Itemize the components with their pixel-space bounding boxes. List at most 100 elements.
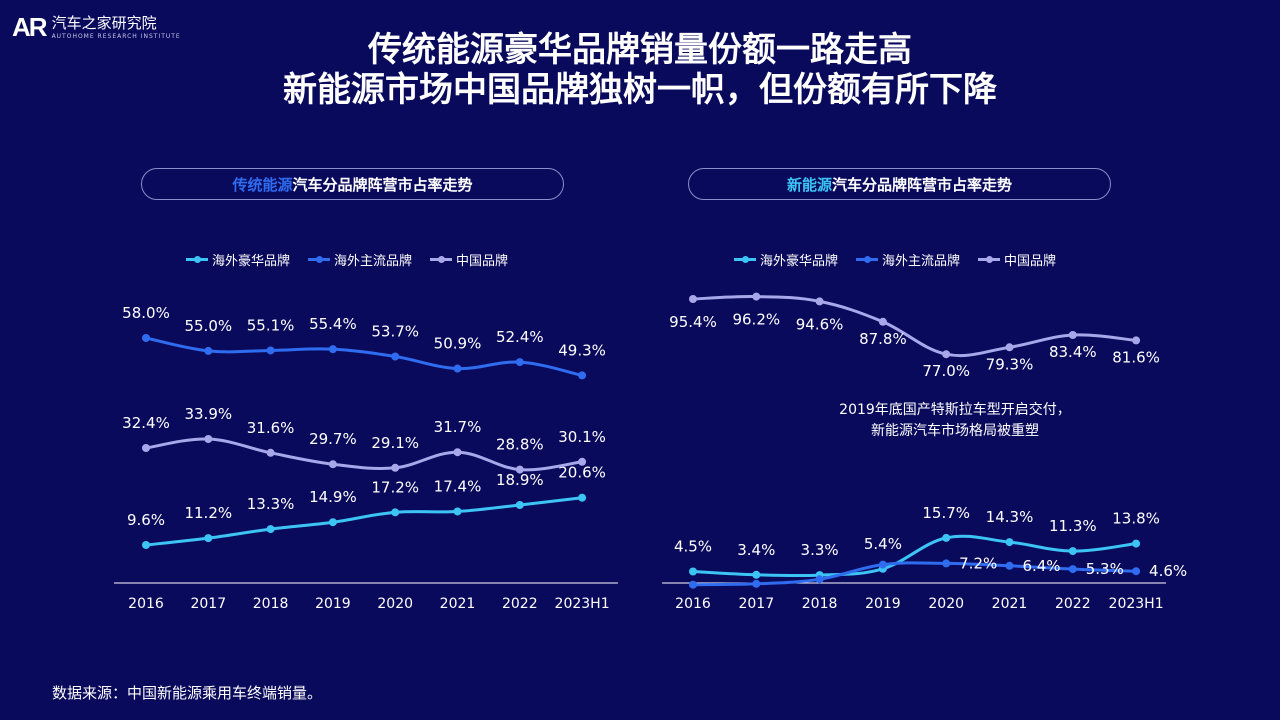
- data-label: 33.9%: [184, 405, 232, 423]
- data-label: 13.3%: [247, 495, 295, 513]
- data-point: [1068, 331, 1077, 339]
- data-point: [689, 295, 697, 303]
- x-tick-label: 2021: [992, 596, 1028, 612]
- data-label: 81.6%: [1112, 348, 1160, 366]
- chart-title-rest: 汽车分品牌阵营市占率走势: [832, 175, 1013, 194]
- x-tick-label: 2018: [253, 596, 289, 612]
- data-label: 28.8%: [496, 436, 544, 454]
- chart-title-highlight: 传统能源: [232, 175, 293, 194]
- data-label: 5.3%: [1086, 560, 1124, 578]
- legend-swatch: [856, 256, 879, 263]
- logo-name: 汽车之家研究院: [51, 13, 157, 32]
- series-line: [692, 295, 1137, 358]
- data-point: [204, 346, 213, 355]
- data-point: [878, 560, 887, 569]
- data-label: 77.0%: [922, 362, 970, 380]
- data-point: [142, 444, 150, 452]
- legend-item-chinese: 中国品牌: [430, 250, 508, 269]
- data-point: [142, 334, 150, 342]
- data-label: 94.6%: [796, 315, 844, 333]
- chart-title-traditional: 传统能源 汽车分品牌阵营市占率走势: [141, 168, 564, 200]
- legend-item-chinese: 中国品牌: [978, 250, 1056, 269]
- data-label: 31.7%: [434, 418, 482, 436]
- legend-label: 海外豪华品牌: [212, 254, 291, 269]
- data-point: [578, 493, 587, 502]
- data-label: 14.9%: [309, 488, 357, 506]
- data-label: 79.3%: [986, 355, 1034, 373]
- x-tick-label: 2023H1: [1109, 596, 1164, 612]
- data-label: 3.3%: [801, 541, 839, 559]
- data-label: 96.2%: [732, 311, 780, 329]
- annotation-line1: 2019年底国产特斯拉车型开启交付，: [839, 402, 1071, 418]
- data-label: 14.3%: [986, 508, 1034, 526]
- series-line: [145, 496, 583, 547]
- data-point: [752, 579, 761, 588]
- data-point: [266, 448, 275, 457]
- data-point: [515, 358, 524, 367]
- data-label: 4.5%: [674, 538, 712, 556]
- data-point: [942, 350, 951, 359]
- data-point: [942, 533, 951, 542]
- legend-swatch: [186, 256, 208, 263]
- data-point: [878, 317, 887, 326]
- data-label: 5.4%: [864, 535, 902, 553]
- data-label: 15.7%: [922, 504, 970, 522]
- data-label: 9.6%: [127, 511, 165, 529]
- data-label: 32.4%: [122, 414, 170, 432]
- x-tick-label: 2019: [315, 596, 351, 612]
- data-point: [1132, 336, 1141, 345]
- data-point: [204, 534, 213, 543]
- x-tick-label: 2022: [1055, 596, 1091, 612]
- data-point: [328, 345, 337, 354]
- x-tick-label: 2020: [377, 596, 413, 612]
- x-tick-label: 2016: [128, 596, 164, 612]
- data-point: [453, 448, 462, 457]
- data-point: [1132, 567, 1141, 576]
- x-tick-label: 2021: [440, 596, 476, 612]
- data-point: [815, 575, 824, 584]
- data-label: 29.1%: [371, 434, 419, 452]
- legend-nev: 海外豪华品牌 海外主流品牌 中国品牌: [734, 250, 1056, 269]
- legend-swatch: [734, 256, 756, 263]
- data-point: [515, 465, 524, 474]
- logo-text: 汽车之家研究院 AUTOHOME RESEARCH INSTITUTE: [51, 13, 181, 40]
- x-tick-label: 2022: [502, 596, 538, 612]
- data-label: 52.4%: [496, 328, 544, 346]
- chart-title-nev: 新能源 汽车分品牌阵营市占率走势: [688, 168, 1111, 200]
- data-point: [266, 346, 275, 355]
- legend-swatch: [430, 256, 453, 263]
- data-label: 30.1%: [558, 428, 606, 446]
- data-point: [578, 457, 587, 466]
- series-line: [145, 437, 583, 472]
- data-label: 13.8%: [1112, 510, 1160, 528]
- data-point: [1005, 538, 1014, 547]
- data-label: 17.4%: [434, 477, 482, 495]
- data-label: 7.2%: [959, 554, 997, 572]
- data-point: [453, 364, 462, 373]
- data-label: 83.4%: [1049, 343, 1097, 361]
- data-label: 58.0%: [122, 304, 170, 322]
- logo-mark: AR: [12, 12, 48, 42]
- data-point: [266, 525, 275, 534]
- data-label: 20.6%: [558, 464, 606, 482]
- data-point: [1068, 547, 1077, 556]
- data-label: 95.4%: [669, 313, 717, 331]
- data-point: [1005, 561, 1014, 570]
- x-tick-label: 2016: [675, 596, 711, 612]
- data-label: 55.4%: [309, 315, 357, 333]
- source-note: 数据来源：中国新能源乘用车终端销量。: [52, 684, 323, 702]
- page-title-line2: 新能源市场中国品牌独树一帜，但份额有所下降: [283, 70, 997, 110]
- data-label: 49.3%: [558, 341, 606, 359]
- chart-title-highlight: 新能源: [786, 175, 832, 194]
- data-label: 50.9%: [434, 335, 482, 353]
- data-point: [578, 371, 587, 380]
- legend-label: 海外豪华品牌: [760, 254, 839, 269]
- series-line: [692, 561, 1137, 587]
- data-label: 17.2%: [371, 478, 419, 496]
- data-label: 31.6%: [247, 419, 295, 437]
- annotation-line2: 新能源汽车市场格局被重塑: [871, 423, 1039, 439]
- x-tick-label: 2020: [928, 596, 964, 612]
- data-point: [1005, 343, 1014, 352]
- legend-traditional: 海外豪华品牌 海外主流品牌 中国品牌: [186, 250, 508, 269]
